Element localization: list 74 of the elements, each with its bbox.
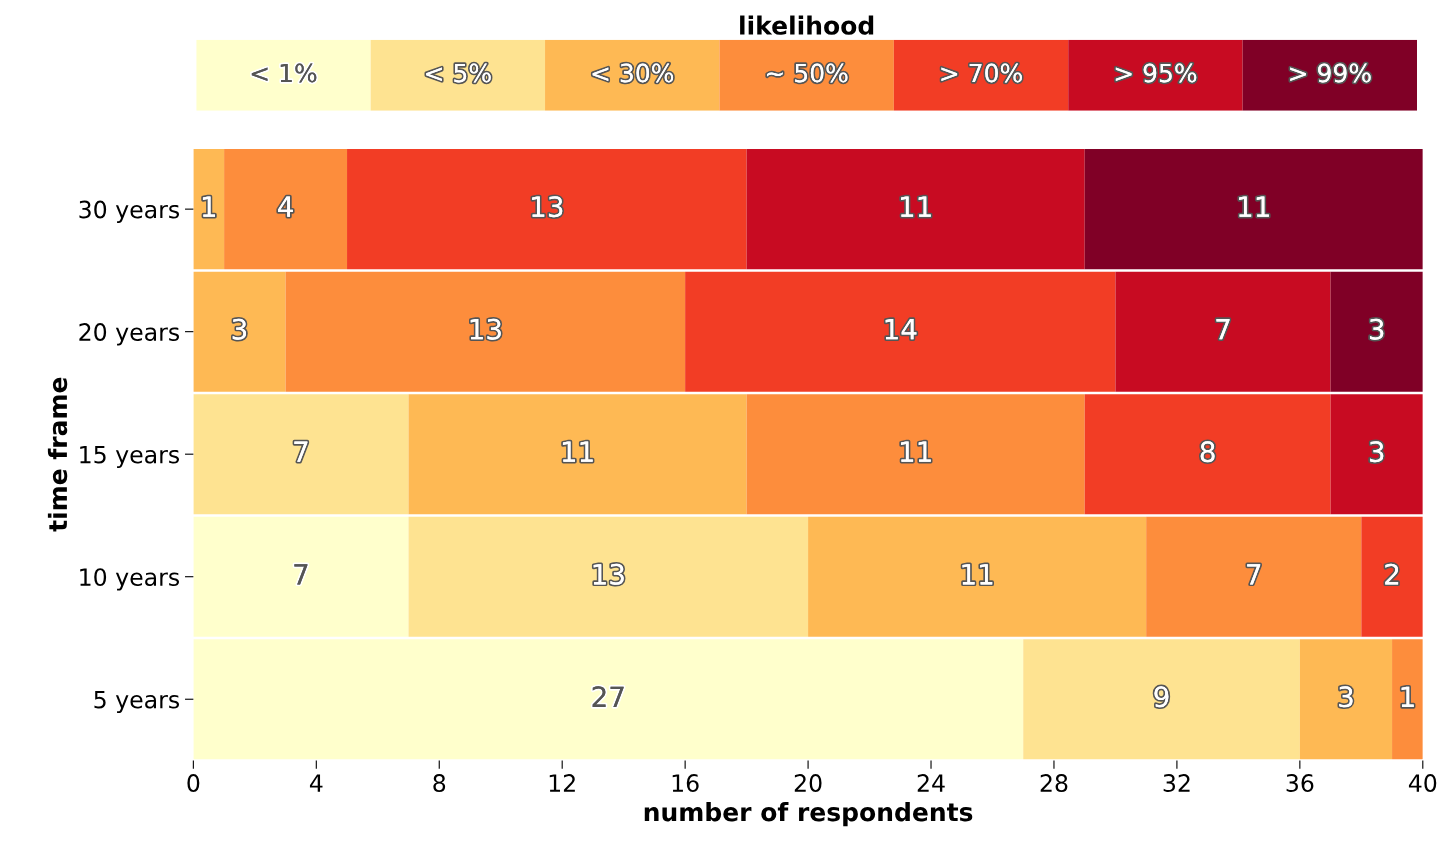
bar [193, 271, 286, 392]
x-tick-label: 28 [1040, 774, 1068, 792]
x-tick-label: 32 [1163, 774, 1190, 792]
data-label: 7 [294, 564, 308, 585]
data-label: 1 [1401, 686, 1414, 707]
bar [193, 516, 409, 637]
bar [1146, 516, 1362, 637]
y-tick-label: 30 years [79, 200, 180, 224]
y-tick-label: 10 years [80, 568, 180, 591]
data-label: 8 [1200, 441, 1215, 463]
text: > 95% [1115, 63, 1197, 83]
bar [285, 271, 686, 392]
legend-title: likelihood [740, 15, 874, 35]
bar [1023, 639, 1300, 760]
bar [746, 394, 1085, 515]
data-label: 3 [1369, 441, 1384, 463]
x-tick-label: 20 [794, 774, 822, 792]
text: ~ 50% [767, 63, 848, 83]
data-label: 3 [1369, 318, 1384, 340]
bar [1084, 394, 1331, 515]
text: > 99% [1290, 63, 1371, 83]
data-label: 3 [1339, 686, 1353, 708]
data-label: 13 [470, 318, 501, 340]
bar [193, 149, 225, 270]
data-label: 14 [885, 319, 917, 340]
data-label: 11 [901, 441, 931, 462]
data-label: 7 [1247, 564, 1261, 585]
y-axis-title: time frame [47, 377, 68, 532]
bar [1392, 639, 1423, 760]
bar [408, 394, 747, 515]
bar [1115, 271, 1331, 392]
x-tick-label: 36 [1286, 774, 1314, 792]
text: < 30% [592, 63, 674, 83]
data-label: 11 [901, 196, 931, 217]
bar [1330, 271, 1423, 392]
data-label: 27 [592, 686, 624, 707]
text: < 5% [426, 63, 491, 83]
data-label: 9 [1154, 686, 1169, 708]
bar [193, 394, 409, 515]
data-label: 4 [278, 196, 293, 217]
data-label: 13 [532, 196, 563, 218]
bar [224, 149, 348, 270]
data-label: 13 [593, 563, 624, 585]
data-label: 2 [1385, 563, 1399, 585]
bar [408, 516, 809, 637]
y-tick-label: 5 years [94, 690, 180, 714]
data-label: 7 [294, 441, 308, 462]
bar [1084, 149, 1423, 270]
bar [1330, 394, 1423, 515]
data-label: 3 [232, 318, 247, 340]
bar [347, 149, 747, 270]
data-label: 7 [1216, 319, 1230, 340]
x-tick-label: 4 [309, 774, 323, 792]
bar [1299, 639, 1393, 760]
text: > 70% [941, 63, 1022, 83]
data-label: 11 [1239, 196, 1269, 217]
data-label: 1 [202, 196, 215, 217]
x-tick-label: 12 [549, 774, 575, 792]
y-tick-label: 20 years [79, 323, 180, 346]
data-label: 11 [562, 441, 593, 462]
bar [1361, 516, 1423, 637]
x-tick-label: 0 [187, 774, 200, 792]
bar [193, 639, 1024, 760]
data-label: 11 [962, 564, 993, 585]
x-axis-title: number of respondents [644, 802, 973, 827]
bar [685, 271, 1116, 392]
x-tick-label: 16 [672, 774, 699, 792]
x-tick-label: 24 [917, 774, 945, 792]
text: < 1% [251, 63, 317, 83]
x-tick-label: 40 [1408, 774, 1437, 792]
bar [746, 149, 1085, 270]
y-tick-label: 15 years [80, 445, 180, 469]
x-tick-label: 8 [433, 774, 446, 792]
bar [808, 516, 1147, 637]
